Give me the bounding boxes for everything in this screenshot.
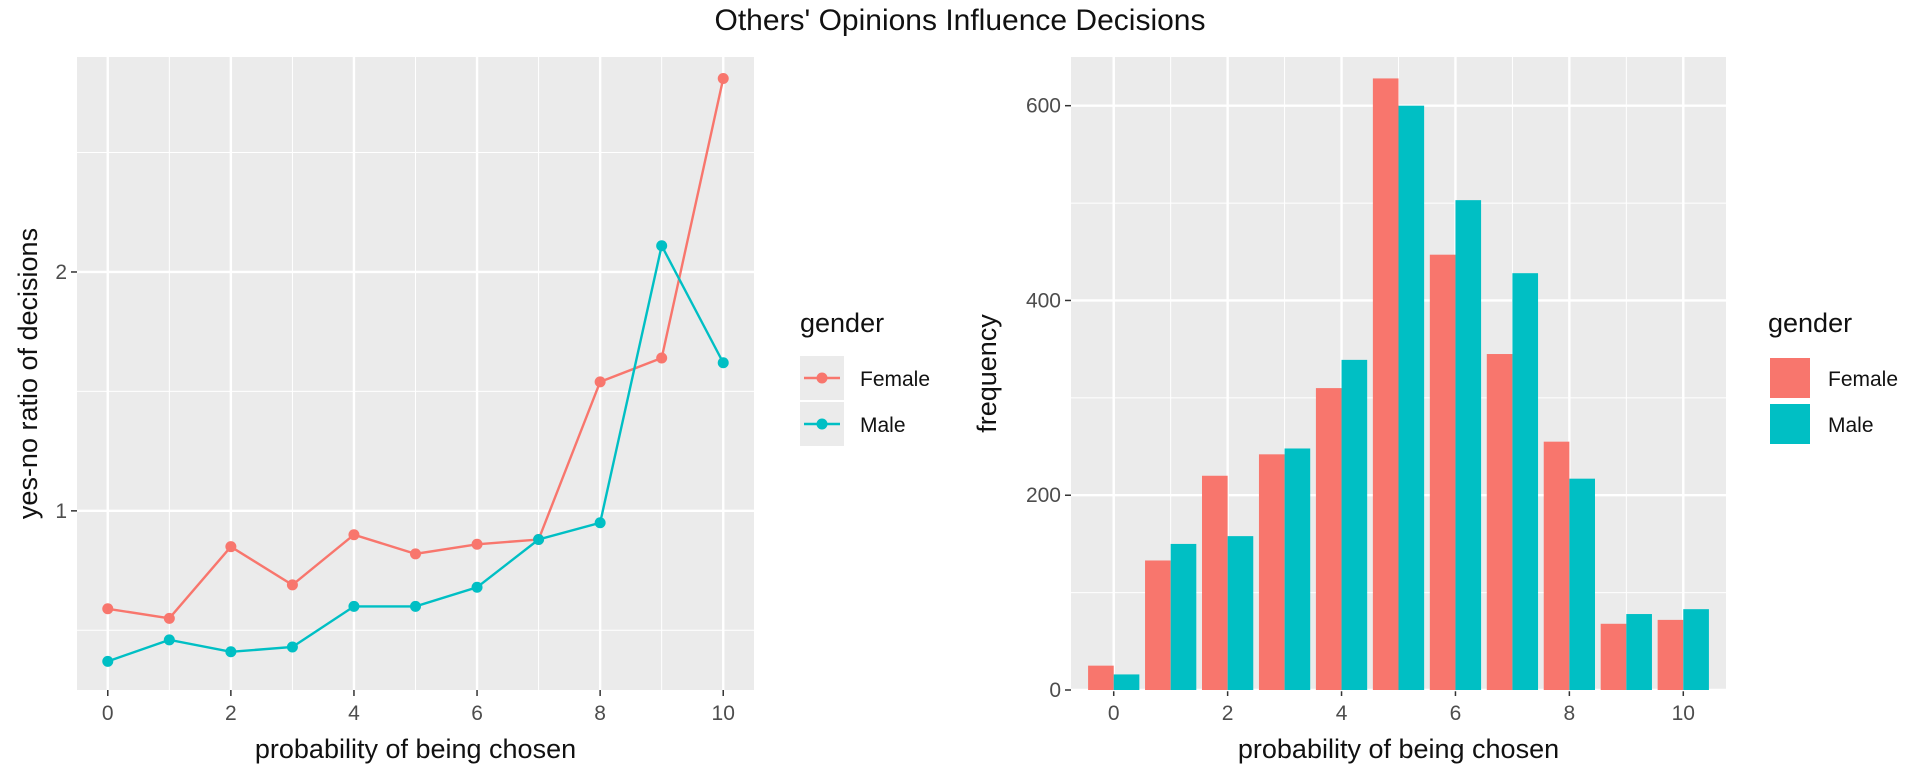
- panel2-bar-male: [1113, 674, 1140, 690]
- panel1-legend-label-female: Female: [860, 368, 930, 391]
- panel2-bar-female: [1600, 623, 1627, 690]
- panel2-bar-female: [1145, 560, 1171, 690]
- panel2-y-axis-title: frequency: [972, 314, 1002, 433]
- panel2-x-tick-label: 10: [1672, 702, 1695, 725]
- panel2-x-tick-label: 4: [1336, 702, 1348, 725]
- panel1-data-point-female: [471, 538, 483, 550]
- panel2-bar-female: [1258, 454, 1285, 690]
- panel2-bar-female: [1543, 441, 1570, 690]
- panel2-bar-male: [1170, 543, 1197, 690]
- panel1-data-point-female: [102, 603, 114, 615]
- panel1-x-tick-label: 10: [712, 702, 735, 725]
- panel1-data-point-male: [163, 634, 175, 646]
- panel1-y-tick-label: 1: [55, 500, 67, 523]
- panel1-data-point-male: [471, 581, 483, 593]
- panel1-data-point-female: [594, 376, 606, 388]
- panel1-data-point-female: [348, 529, 360, 541]
- panel1-x-axis-title: probability of being chosen: [255, 734, 576, 764]
- panel1-x-tick-label: 6: [471, 702, 483, 725]
- panel1-y-axis-title: yes-no ratio of decisions: [13, 228, 43, 519]
- panel2-bar-male: [1398, 105, 1425, 690]
- panel2-bar-female: [1429, 254, 1456, 690]
- panel2-bar-female: [1202, 475, 1228, 690]
- panel2-bar-female: [1315, 388, 1342, 690]
- panel1-data-point-male: [225, 646, 237, 658]
- panel2-x-axis-title: probability of being chosen: [1238, 734, 1559, 764]
- panel2-bar-male: [1455, 200, 1482, 690]
- panel1-data-point-female: [286, 579, 298, 591]
- panel2-legend-key-swatch: [1770, 358, 1810, 398]
- panel1-data-point-male: [656, 240, 668, 252]
- panel1-data-point-male: [410, 600, 421, 612]
- panel2-bar-male: [1683, 609, 1709, 690]
- panel2-bar-female: [1486, 354, 1513, 690]
- panel1-x-tick-label: 4: [348, 702, 360, 725]
- panel1-data-point-female: [225, 541, 237, 553]
- panel2-bar-male: [1227, 536, 1254, 690]
- chart-title: Others' Opinions Influence Decisions: [714, 4, 1206, 37]
- panel1-y-tick-label: 2: [55, 261, 67, 284]
- panel1-legend-key-point: [816, 372, 828, 384]
- panel1-x-tick-label: 0: [102, 702, 114, 725]
- panel2-bar-male: [1284, 448, 1311, 690]
- panel2-legend-label-male: Male: [1828, 414, 1874, 437]
- panel2-legend-title: gender: [1768, 308, 1852, 338]
- panel1-legend-key-point: [816, 418, 828, 430]
- panel1-data-point-male: [533, 534, 545, 546]
- panel1-legend-label-male: Male: [860, 414, 906, 437]
- panel2-y-tick-label: 400: [1026, 289, 1061, 312]
- panel2-bar-male: [1512, 273, 1539, 690]
- panel2-bar-female: [1657, 619, 1684, 690]
- panel2-legend-key-swatch: [1770, 404, 1810, 444]
- panel2-x-tick-label: 6: [1450, 702, 1462, 725]
- panel1-x-tick-label: 8: [594, 702, 606, 725]
- panel1-data-point-male: [102, 655, 114, 667]
- panel1-data-point-female: [656, 352, 668, 364]
- panel1-data-point-female: [717, 72, 729, 84]
- panel2-legend-label-female: Female: [1828, 368, 1898, 391]
- panel1-data-point-female: [410, 548, 421, 560]
- panel2-bar-male: [1341, 359, 1368, 690]
- panel1-legend-title: gender: [800, 308, 884, 338]
- panel2-bar-female: [1088, 665, 1114, 690]
- panel1-data-point-male: [717, 357, 729, 369]
- panel2-y-tick-label: 200: [1026, 484, 1061, 507]
- panel2-bar-male: [1569, 478, 1595, 690]
- panel1-data-point-male: [348, 600, 360, 612]
- panel1-data-point-male: [286, 641, 298, 653]
- panel1-x-tick-label: 2: [225, 702, 237, 725]
- panel2-x-tick-label: 8: [1564, 702, 1576, 725]
- panel2-y-tick-label: 0: [1049, 679, 1061, 702]
- panel2-bar-female: [1372, 78, 1399, 690]
- panel2-x-tick-label: 2: [1222, 702, 1234, 725]
- panel2-y-tick-label: 600: [1026, 95, 1061, 118]
- panel2-x-tick-label: 0: [1108, 702, 1120, 725]
- panel2-bar-male: [1626, 614, 1652, 690]
- panel1-data-point-female: [163, 612, 175, 624]
- panel1-data-point-male: [594, 517, 606, 529]
